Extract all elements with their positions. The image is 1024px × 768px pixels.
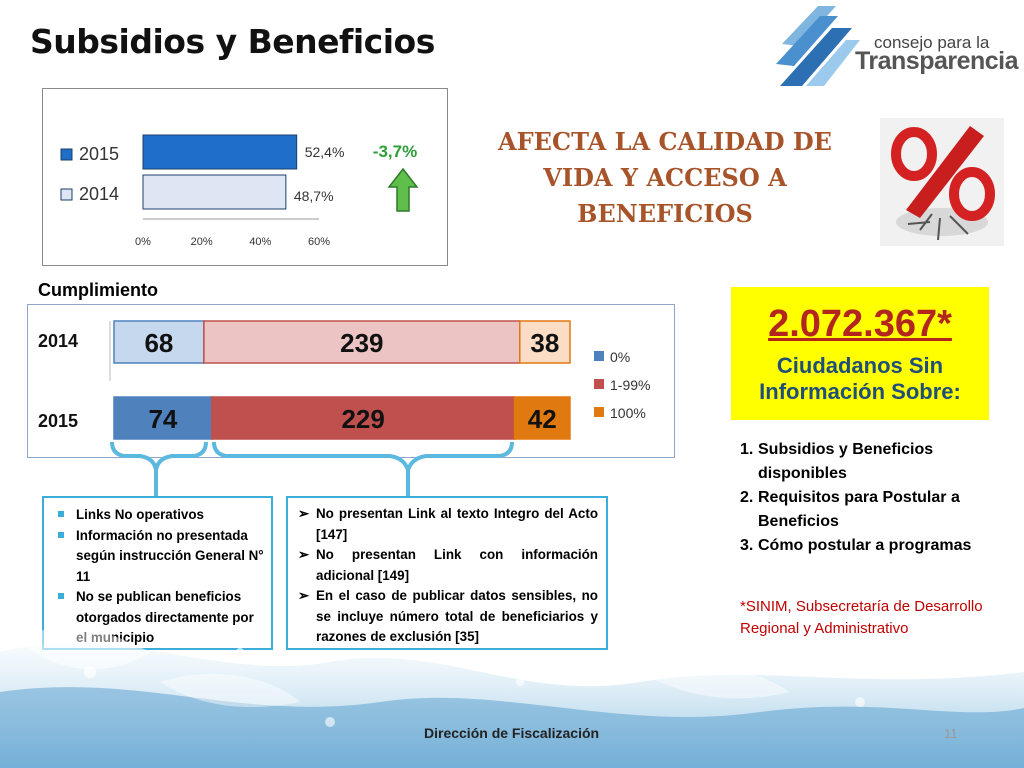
data-label-2014: 48,7% xyxy=(294,188,334,204)
square-bullet-icon xyxy=(58,593,64,599)
page-number: 11 xyxy=(944,726,958,741)
logo-text-line1: consejo para la xyxy=(874,33,990,52)
arrow-bullet-icon: ➢ xyxy=(298,547,310,562)
list-item: Links No operativos xyxy=(56,505,265,526)
issues-box-right: ➢ No presentan Link al texto Integro del … xyxy=(286,496,608,650)
info-list-item: 3. Cómo postular a programas xyxy=(740,534,1010,558)
list-item-text: Información no presentada según instrucc… xyxy=(76,527,264,584)
legend-label-2014: 2014 xyxy=(79,184,119,204)
source-note: *SINIM, Subsecretaría de Desarrollo Regi… xyxy=(740,598,983,637)
list-item: ➢ En el caso de publicar datos sensibles,… xyxy=(298,586,598,648)
legend-swatch-2015 xyxy=(60,148,73,161)
logo-text-line2: Transparencia xyxy=(855,47,1019,75)
x-tick-label: 60% xyxy=(308,236,330,248)
item-number: 1. xyxy=(740,441,754,458)
delta-annotation: -3,7% xyxy=(373,142,417,161)
legend-label-100%: 100% xyxy=(610,405,646,421)
item-number: 3. xyxy=(740,537,754,554)
list-item: Información no presentada según instrucc… xyxy=(56,526,265,588)
segment-2014-1-99% xyxy=(203,320,521,364)
list-item-text: No presentan Link al texto Integro del A… xyxy=(316,506,598,542)
legend-label-0%: 0% xyxy=(610,349,630,365)
segment-2015-100% xyxy=(513,396,571,440)
arrow-bullet-icon: ➢ xyxy=(298,588,310,603)
segment-2015-1-99% xyxy=(211,396,516,440)
legend-label-1-99%: 1-99% xyxy=(610,377,650,393)
big-number-caption-line2: Información Sobre: xyxy=(759,379,961,404)
up-arrow-icon xyxy=(387,167,419,212)
big-number: 2.072.367* xyxy=(768,303,952,345)
legend-swatch-2014 xyxy=(60,188,73,201)
percent-icon xyxy=(880,118,1004,246)
bar-2015 xyxy=(142,134,298,170)
legend-swatch-1-99% xyxy=(594,379,604,389)
info-list: 1. Subsidios y Beneficios disponibles 2. R… xyxy=(740,438,1010,558)
square-bullet-icon xyxy=(58,531,64,538)
bar-2014 xyxy=(142,174,287,210)
comparison-chart: 52,4% 48,7% 2015 2014 0% 20% 40% 60% -3,7% xyxy=(42,88,448,266)
list-item-text: Links No operativos xyxy=(76,507,204,522)
x-tick-label: 20% xyxy=(191,236,213,248)
category-label-2014: 2014 xyxy=(38,331,78,351)
headline: AFECTA LA CALIDAD DE VIDA Y ACCESO A BEN… xyxy=(498,127,832,228)
cumplimiento-label: Cumplimiento xyxy=(38,280,158,300)
item-text: Requisitos para Postular a Beneficios xyxy=(758,489,960,530)
cumplimiento-chart-svg: 2014 68 239 38 2015 74 229 42 0% 1-99% 100% xyxy=(38,320,650,440)
data-label-2015-1-99%: 229 xyxy=(341,404,384,434)
category-label-2015: 2015 xyxy=(38,411,78,431)
footer-text: Dirección de Fiscalización xyxy=(424,725,600,741)
legend-swatch-100% xyxy=(594,407,604,417)
data-label-2014-0%: 68 xyxy=(144,328,173,358)
segment-2014-100% xyxy=(519,320,571,364)
water-splash-decoration xyxy=(0,626,1024,768)
square-bullet-icon xyxy=(58,511,64,517)
arrow-bullet-icon: ➢ xyxy=(298,506,310,521)
cumplimiento-chart: 2014 68 239 38 2015 74 229 42 0% 1-99% 100% xyxy=(27,304,675,458)
legend-label-2015: 2015 xyxy=(79,144,119,164)
item-text: Subsidios y Beneficios disponibles xyxy=(758,441,934,482)
x-tick-label: 40% xyxy=(249,236,271,248)
list-item: ➢ No presentan Link al texto Integro del … xyxy=(298,504,598,545)
list-item: ➢ No presentan Link con información adici… xyxy=(298,545,598,586)
info-list-item: 2. Requisitos para Postular a Beneficios xyxy=(740,486,1010,534)
data-label-2014-100%: 38 xyxy=(530,328,559,358)
logo xyxy=(776,6,860,86)
x-tick-label: 0% xyxy=(135,236,151,248)
segment-2014-0% xyxy=(113,320,205,364)
page-title: Subsidios y Beneficios xyxy=(30,22,435,61)
comparison-chart-svg: 52,4% 48,7% 2015 2014 0% 20% 40% 60% -3,7% xyxy=(60,134,419,248)
issues-box-left: Links No operativos Información no prese… xyxy=(42,496,273,650)
list-item-text: En el caso de publicar datos sensibles, … xyxy=(316,588,598,644)
data-label-2015-100%: 42 xyxy=(528,404,557,434)
data-label-2014-1-99%: 239 xyxy=(340,328,383,358)
info-list-item: 1. Subsidios y Beneficios disponibles xyxy=(740,438,1010,486)
bracket-connectors xyxy=(110,441,514,496)
data-label-2015: 52,4% xyxy=(305,144,345,160)
item-text: Cómo postular a programas xyxy=(758,537,972,554)
item-number: 2. xyxy=(740,489,754,506)
highlight-box: 2.072.367* Ciudadanos Sin Información So… xyxy=(731,287,989,420)
list-item-text: No presentan Link con información adicio… xyxy=(316,547,598,583)
data-label-2015-0%: 74 xyxy=(148,404,177,434)
legend-swatch-0% xyxy=(594,351,604,361)
big-number-caption-line1: Ciudadanos Sin xyxy=(776,353,944,378)
